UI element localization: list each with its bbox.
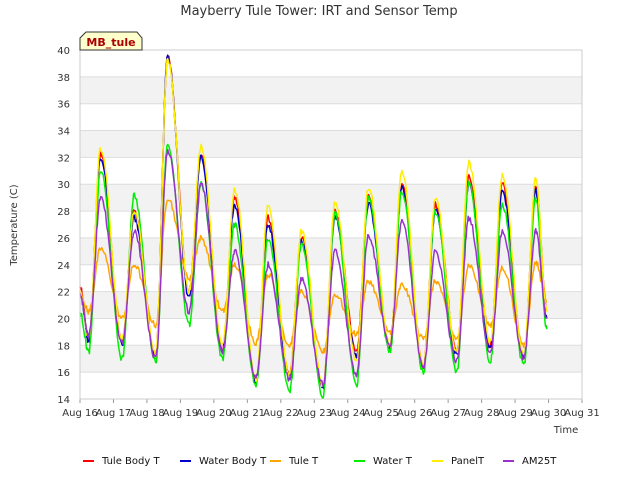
x-tick-label: Aug 17 [96,408,131,419]
y-tick-label: 22 [57,288,70,299]
y-tick-label: 20 [57,314,70,325]
plot-series [79,54,548,400]
x-tick-label: Aug 24 [330,408,365,419]
plot-band [80,318,582,346]
legend-item: PanelT [432,456,485,467]
y-tick-label: 38 [57,73,70,84]
x-tick-label: Aug 20 [196,408,231,419]
y-tick-label: 14 [57,395,70,406]
x-tick-label: Aug 31 [564,408,599,419]
y-tick-label: 18 [57,341,70,352]
x-tick-label: Aug 19 [163,408,198,419]
y-tick-label: 30 [57,180,70,191]
plot-band [80,372,582,399]
x-tick-label: Aug 28 [464,408,499,419]
station-badge: MB_tule [79,31,143,51]
x-tick-label: Aug 25 [363,408,398,419]
badge-label: MB_tule [86,36,135,49]
y-tick-label: 40 [57,46,70,57]
legend: Tule Body T Water Body T Tule T Water T Pane… [83,456,557,467]
plot-band [80,157,582,185]
x-tick-label: Aug 22 [263,408,298,419]
x-tick-label: Aug 29 [497,408,532,419]
legend-item: Water Body T [180,456,267,467]
plot-band [80,130,582,158]
x-axis-label: Time [553,425,578,436]
plot-band [80,76,582,104]
y-axis-label: Temperature (C) [9,184,20,266]
legend-label: Tule T [288,456,319,467]
plot-band [80,50,582,77]
y-tick-label: 36 [57,100,70,111]
y-axis-ticks: 14 16 18 20 22 24 26 28 30 32 34 36 38 40 [57,46,70,406]
x-tick-label: Aug 18 [129,408,164,419]
legend-item: Tule T [270,456,319,467]
legend-label: Water T [373,456,413,467]
x-tick-label: Aug 23 [297,408,332,419]
y-tick-label: 34 [57,127,70,138]
series-line-am25t [79,148,548,387]
x-tick-label: Aug 27 [430,408,465,419]
legend-label: PanelT [451,456,485,467]
x-tick-label: Aug 30 [531,408,566,419]
y-tick-label: 32 [57,153,70,164]
y-tick-label: 26 [57,234,70,245]
x-tick-label: Aug 16 [62,408,97,419]
legend-item: AM25T [503,456,557,467]
badge-box [79,31,143,51]
x-tick-label: Aug 26 [397,408,432,419]
legend-item: Water T [354,456,413,467]
y-tick-label: 28 [57,207,70,218]
legend-label: Tule Body T [101,456,160,467]
plot-band [80,103,582,131]
y-tick-label: 24 [57,261,70,272]
legend-item: Tule Body T [83,456,160,467]
legend-label: AM25T [522,456,557,467]
x-tick-label: Aug 21 [230,408,265,419]
y-tick-label: 16 [57,368,70,379]
plot-band [80,345,582,373]
legend-label: Water Body T [199,456,267,467]
chart-title: Mayberry Tule Tower: IRT and Sensor Temp [180,4,457,19]
plot-frame [79,49,583,400]
